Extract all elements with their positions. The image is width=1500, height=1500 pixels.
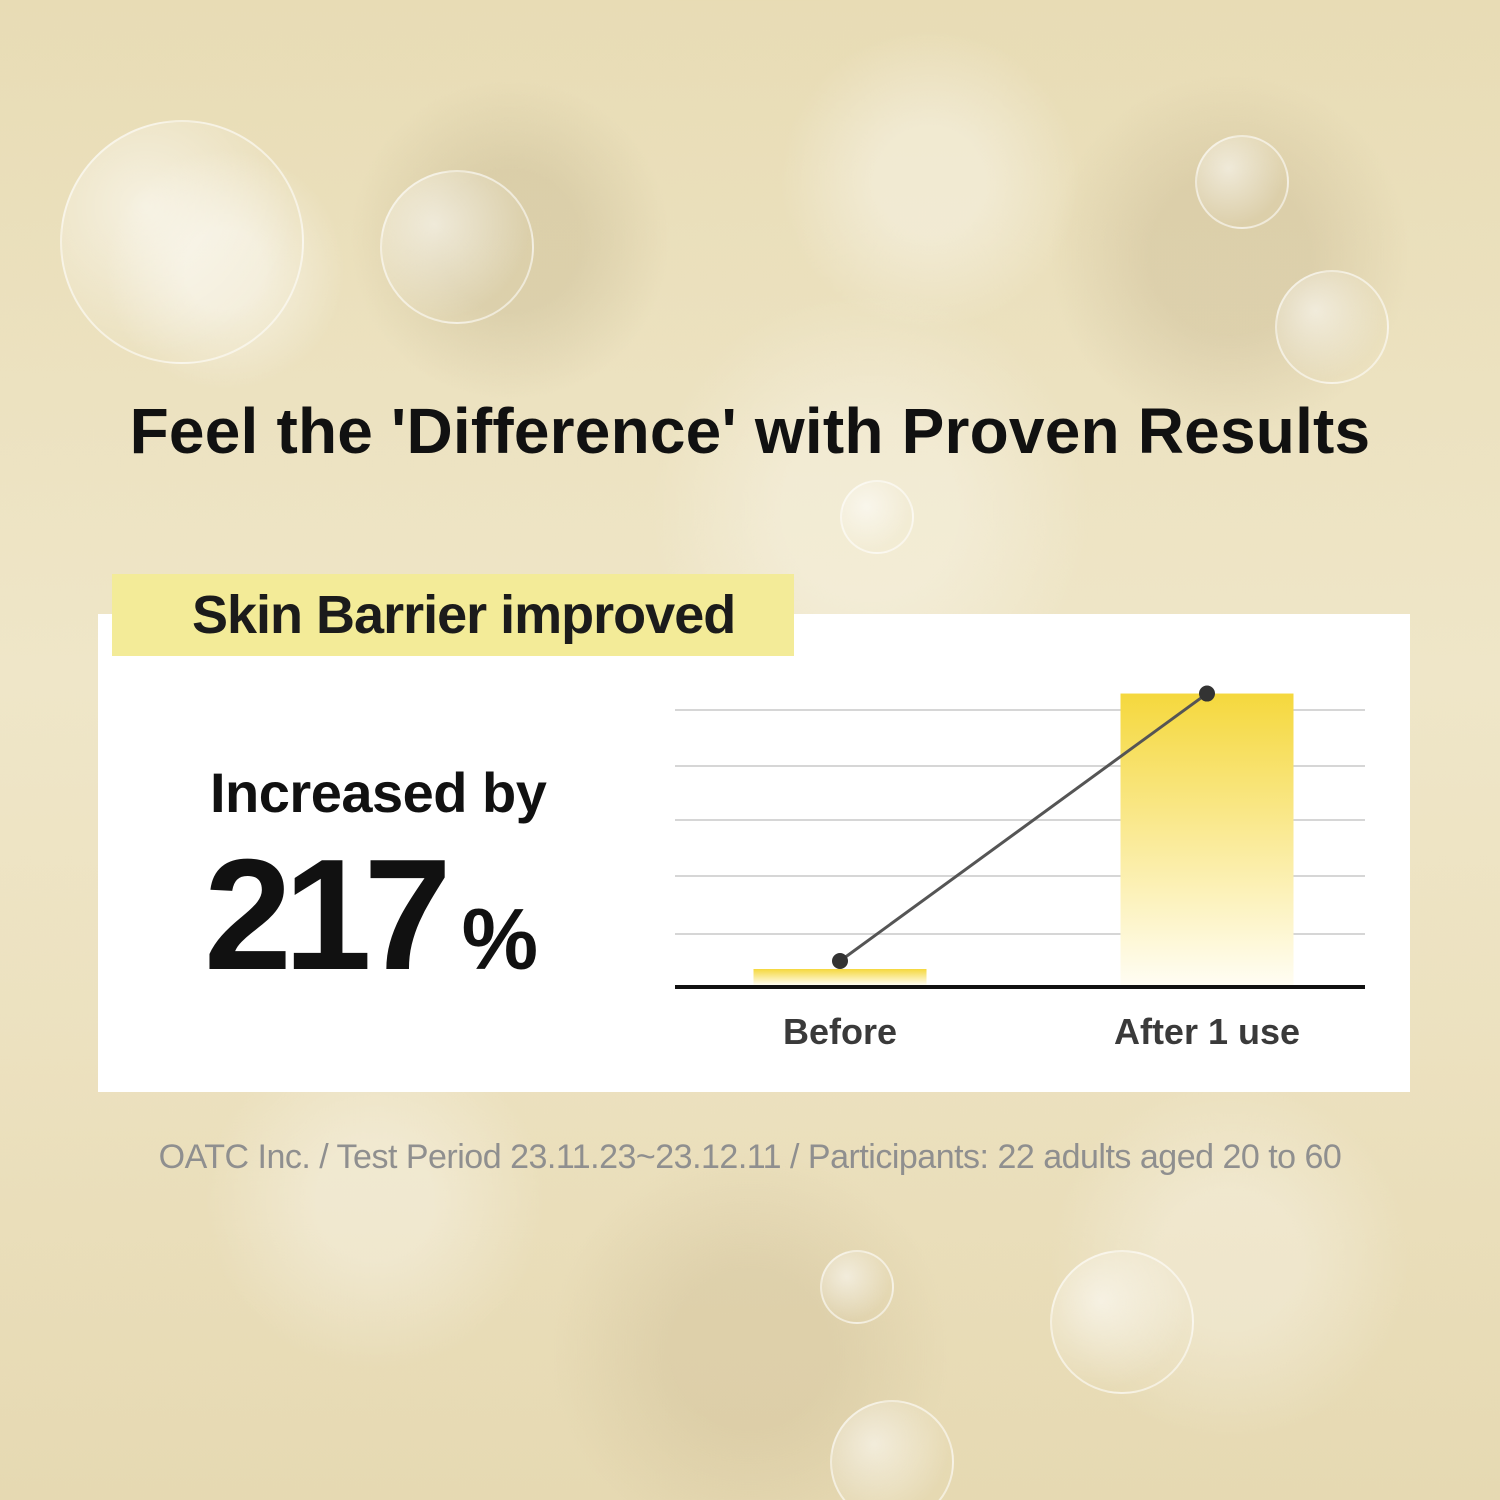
results-card: Increased by 217% Before After 1 use — [98, 614, 1410, 1092]
background-bubble — [1195, 135, 1289, 229]
metric-tag-label: Skin Barrier improved — [192, 585, 736, 645]
bars — [753, 693, 1294, 985]
background-bubble — [380, 170, 534, 324]
trend-point-before — [832, 953, 848, 969]
study-footnote: OATC Inc. / Test Period 23.11.23~23.12.1… — [158, 1138, 1342, 1176]
background-bubble — [820, 1250, 894, 1324]
category-label-before: Before — [783, 1011, 897, 1052]
trend-markers — [832, 685, 1215, 969]
page-title: Feel the 'Difference' with Proven Result… — [129, 395, 1371, 467]
bar-before — [753, 969, 927, 985]
background-bubble — [1275, 270, 1389, 384]
bar-after — [1120, 693, 1294, 985]
background-bubble — [1050, 1250, 1194, 1394]
category-labels: Before After 1 use — [783, 1011, 1300, 1052]
background-bubble — [60, 120, 304, 364]
increase-figure: 217% — [204, 836, 538, 994]
bar-chart: Before After 1 use — [675, 685, 1365, 1052]
metric-tag: Skin Barrier improved — [112, 574, 794, 656]
trend-point-after — [1199, 685, 1215, 702]
increase-unit: % — [461, 892, 539, 988]
background-bubble — [830, 1400, 954, 1500]
increase-value: 217 — [204, 827, 452, 1003]
category-label-after: After 1 use — [1114, 1011, 1300, 1052]
background-bubble — [840, 480, 914, 554]
increase-label: Increased by — [210, 761, 547, 824]
trend-line — [839, 692, 1208, 963]
